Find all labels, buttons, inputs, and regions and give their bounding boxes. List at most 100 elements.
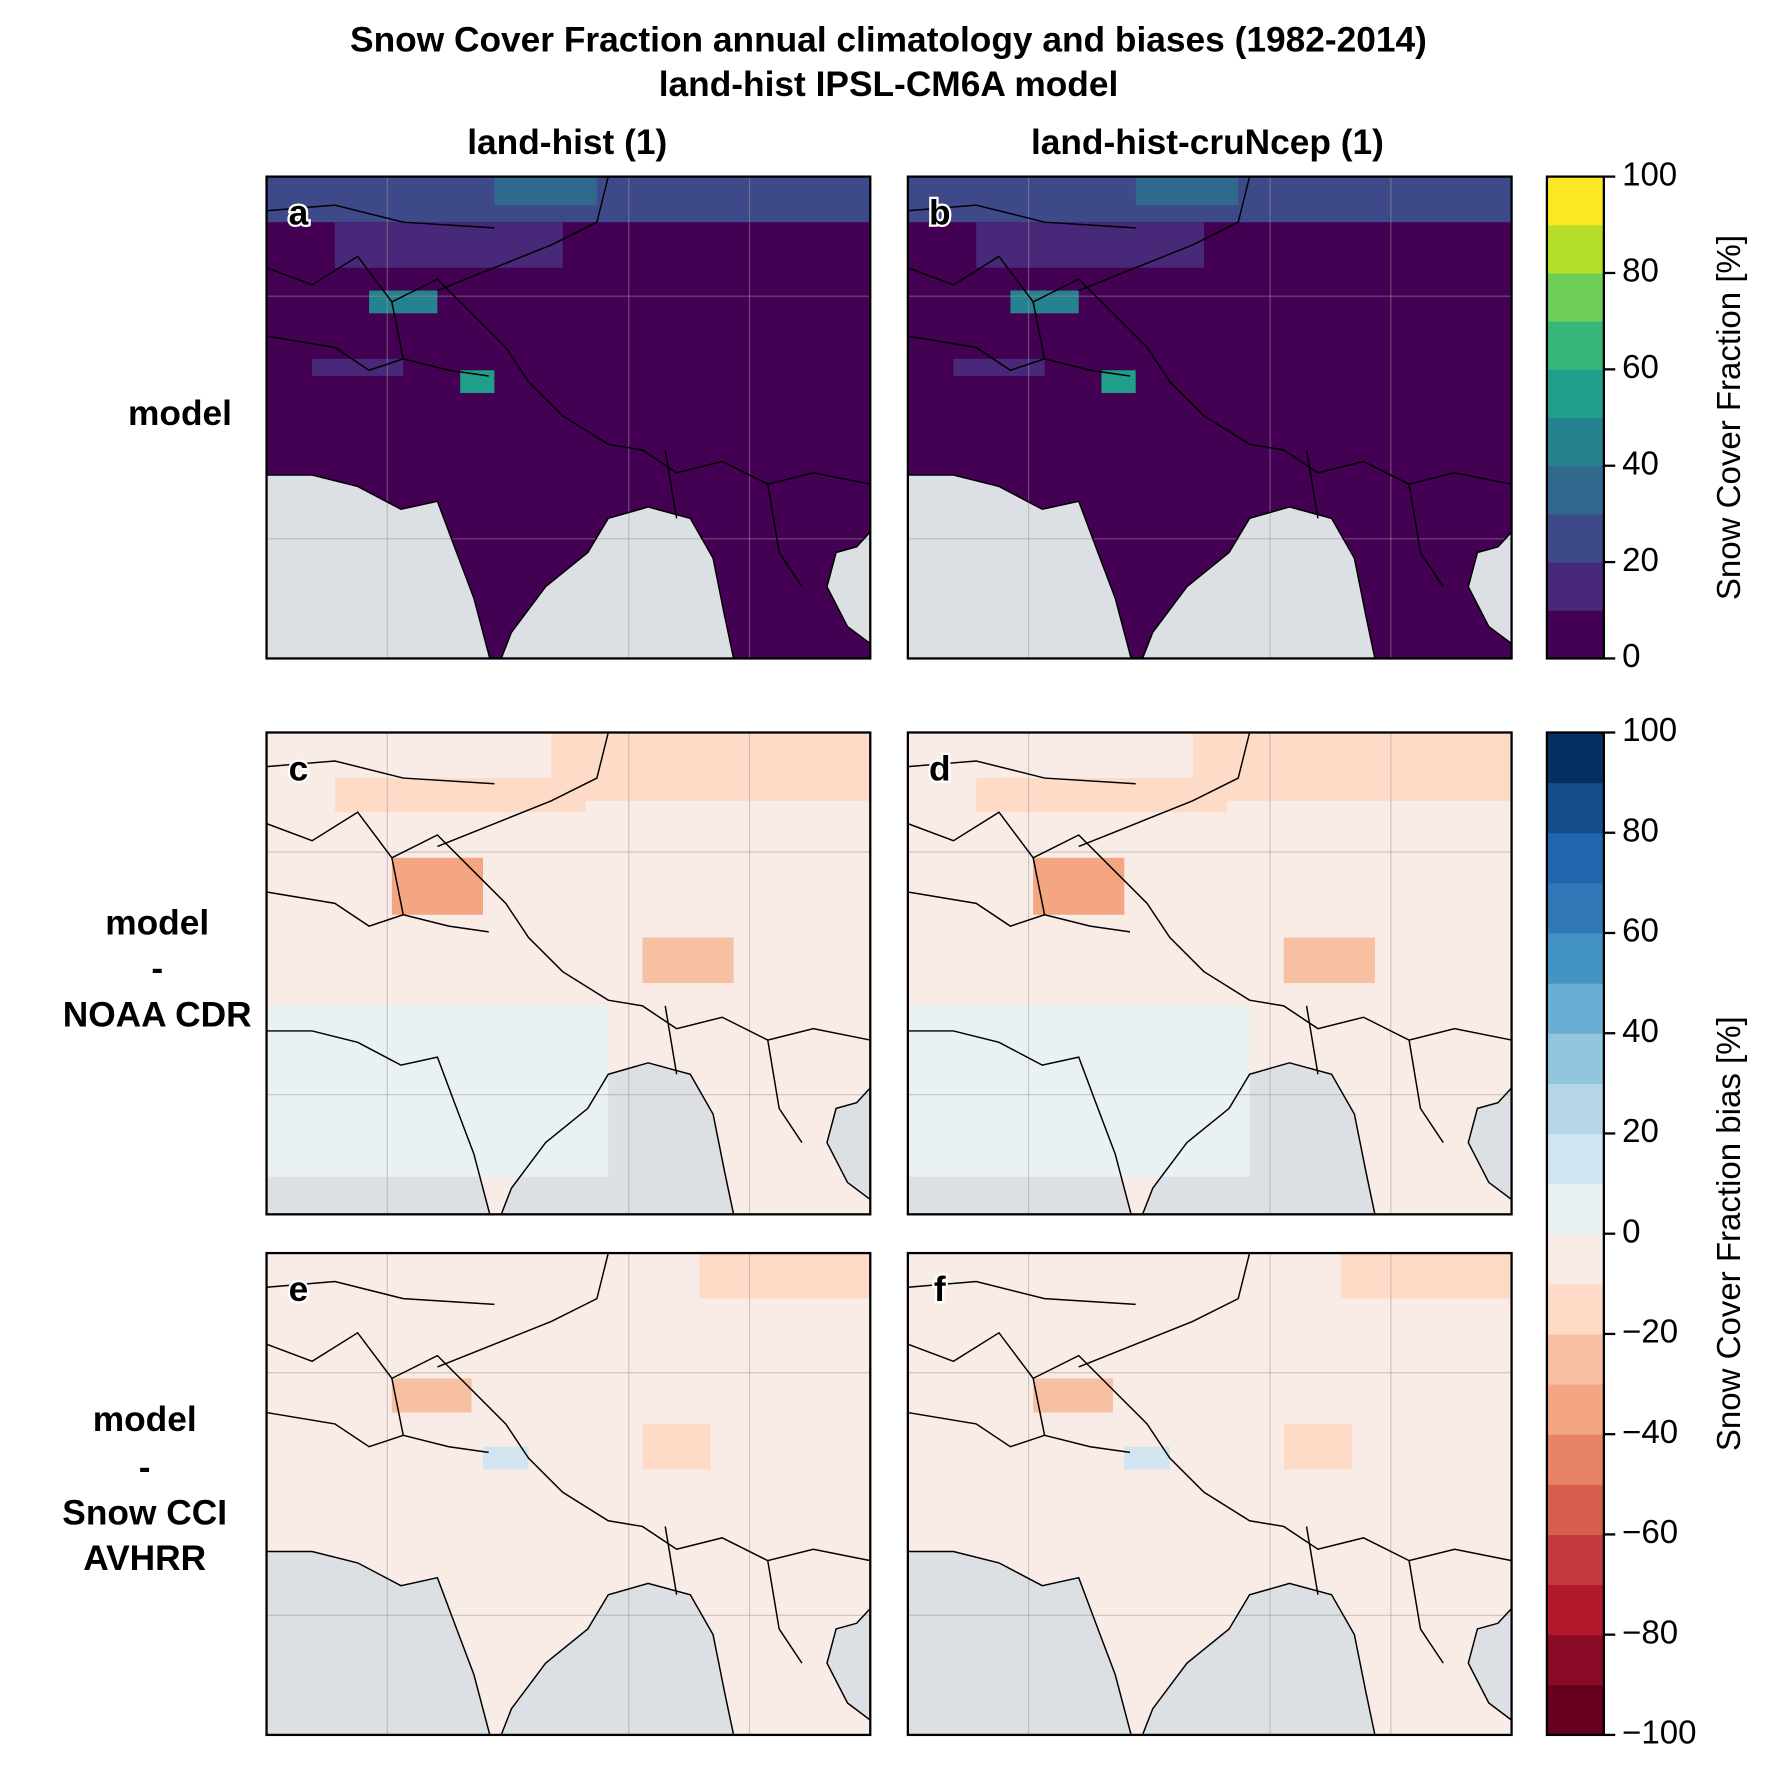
coastline [266,1550,872,1736]
panel-frame [265,175,872,660]
coastline [907,1550,1513,1736]
row-label: Snow CCI [62,1493,227,1532]
colorbar-level [1546,1283,1604,1335]
colorbar-level [1546,562,1604,611]
colorbar-level [1546,321,1604,370]
field-patch [369,290,438,314]
panel-frame [906,1251,1513,1737]
field-patch [642,937,734,984]
land [907,1253,1512,1735]
panel-letter: e [289,1270,309,1309]
coastline [266,474,872,660]
map-panel: c [265,731,872,1216]
field-patch [334,778,586,813]
colorbar-level [1546,1083,1604,1135]
field-patch [312,358,404,376]
field-patch [1340,1253,1512,1299]
colorbar-tick-label: 20 [1622,1112,1659,1149]
colorbar-level [1546,1133,1604,1185]
border [907,176,1512,588]
colorbar-level [1546,465,1604,515]
field-patch [1135,176,1239,206]
colorbar-level [1546,983,1604,1034]
colorbar-label: Snow Cover Fraction bias [%] [1710,1016,1747,1451]
field-patch [1010,290,1079,314]
panel-frame [906,731,1513,1216]
map-panel: d [906,731,1513,1216]
map-panel: f [906,1251,1513,1737]
land [266,732,871,1215]
border [266,732,871,1143]
colorbar-level [1546,1434,1604,1485]
map-panel: e [265,1251,872,1737]
field-patch [1033,1378,1113,1413]
colorbar-level [1546,782,1604,834]
panel-letter: c [289,750,309,789]
colorbar-tick-label: 40 [1622,1012,1659,1049]
colorbar-tick-label: 60 [1622,348,1659,385]
field-patch [953,358,1045,376]
field-patch [391,1378,472,1413]
coastline [266,1030,872,1216]
map-panel: a [265,175,872,660]
colorbar-tick-label: −80 [1622,1613,1678,1650]
border [907,732,1512,1143]
column-title: land-hist-cruNcep (1) [1031,123,1384,162]
border [266,176,871,588]
field-patch [1283,937,1375,984]
field-patch [482,1446,529,1470]
panel-frame [265,1251,872,1737]
field-patch [976,222,1205,268]
border [266,1252,871,1664]
colorbar-tick-label: −60 [1622,1513,1678,1550]
colorbar-label: Snow Cover Fraction [%] [1710,235,1747,600]
colorbar-tick-label: −20 [1622,1313,1678,1350]
colorbar-level [1546,1484,1604,1535]
panel-letter: f [934,1270,946,1309]
colorbar-level [1546,1384,1604,1435]
field-patch [551,732,871,801]
row-label: model [93,1400,197,1439]
field-patch [1033,857,1125,915]
column-title: land-hist (1) [467,123,667,162]
colorbar-tick-label: 80 [1622,252,1659,289]
colorbar-tick-label: 100 [1622,711,1677,748]
border [907,1252,1512,1664]
field-patch [699,1253,871,1299]
colorbar-level [1546,272,1604,322]
land [907,732,1512,1215]
panel-letter: a [289,194,309,233]
panel-letter: b [929,194,951,233]
field-patch [642,1423,711,1470]
field-patch [266,1005,609,1177]
colorbar-level [1546,732,1604,784]
coastline [907,474,1513,660]
colorbar-tick-label: 20 [1622,541,1659,578]
colorbar-tick-label: −40 [1622,1413,1678,1450]
colorbar-level [1546,832,1604,884]
colorbar-level [1546,369,1604,419]
colorbar-tick-label: 0 [1622,637,1640,674]
colorbar-tick-label: 40 [1622,444,1659,481]
panel-frame [906,175,1513,660]
field-patch [494,176,597,206]
row-label: - [139,1448,151,1487]
figure-title: Snow Cover Fraction annual climatology a… [350,21,1427,60]
row-label: AVHRR [83,1539,206,1578]
colorbar-tick-label: 60 [1622,912,1659,949]
colorbar-tick-label: 0 [1622,1212,1640,1249]
land [266,1253,871,1735]
colorbar-tick-label: 100 [1622,155,1677,192]
coastline [907,1030,1513,1216]
colorbar-level [1546,417,1604,467]
field-patch [391,857,483,915]
colorbar-tick-label: 80 [1622,811,1659,848]
colorbar-level [1546,610,1604,660]
field-patch [1124,1446,1170,1470]
field-patch [1283,1423,1353,1470]
colorbar-level [1546,513,1604,563]
colorbar-level [1546,1333,1604,1385]
colorbar-level [1546,1584,1604,1636]
